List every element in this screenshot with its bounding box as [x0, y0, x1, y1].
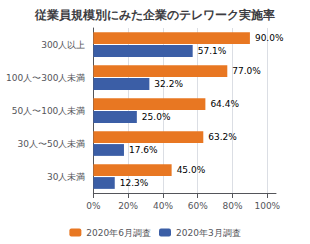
svg-text:17.6%: 17.6% [129, 145, 158, 155]
svg-text:12.3%: 12.3% [120, 178, 149, 188]
svg-text:60%: 60% [188, 201, 208, 211]
svg-text:30人〜50人未満: 30人〜50人未満 [17, 139, 85, 149]
svg-text:63.2%: 63.2% [208, 132, 237, 142]
svg-text:40%: 40% [153, 201, 173, 211]
svg-text:従業員規模別にみた企業のテレワーク実施率: 従業員規模別にみた企業のテレワーク実施率 [34, 8, 275, 22]
svg-text:50人〜100人未満: 50人〜100人未満 [12, 106, 86, 116]
svg-text:45.0%: 45.0% [177, 165, 206, 175]
svg-text:2020年3月調査: 2020年3月調査 [176, 228, 241, 238]
svg-text:90.0%: 90.0% [255, 33, 284, 43]
svg-text:20%: 20% [118, 201, 138, 211]
svg-text:30人未満: 30人未満 [47, 172, 85, 182]
svg-text:100%: 100% [254, 201, 280, 211]
svg-text:25.0%: 25.0% [142, 112, 171, 122]
svg-text:77.0%: 77.0% [232, 66, 261, 76]
svg-text:80%: 80% [223, 201, 243, 211]
svg-text:2020年6月調査: 2020年6月調査 [86, 228, 151, 238]
svg-text:64.4%: 64.4% [210, 99, 239, 109]
svg-text:32.2%: 32.2% [154, 79, 183, 89]
svg-text:57.1%: 57.1% [198, 46, 227, 56]
svg-text:100人〜300人未満: 100人〜300人未満 [6, 73, 85, 83]
svg-text:0%: 0% [86, 201, 101, 211]
svg-text:300人以上: 300人以上 [41, 40, 85, 50]
